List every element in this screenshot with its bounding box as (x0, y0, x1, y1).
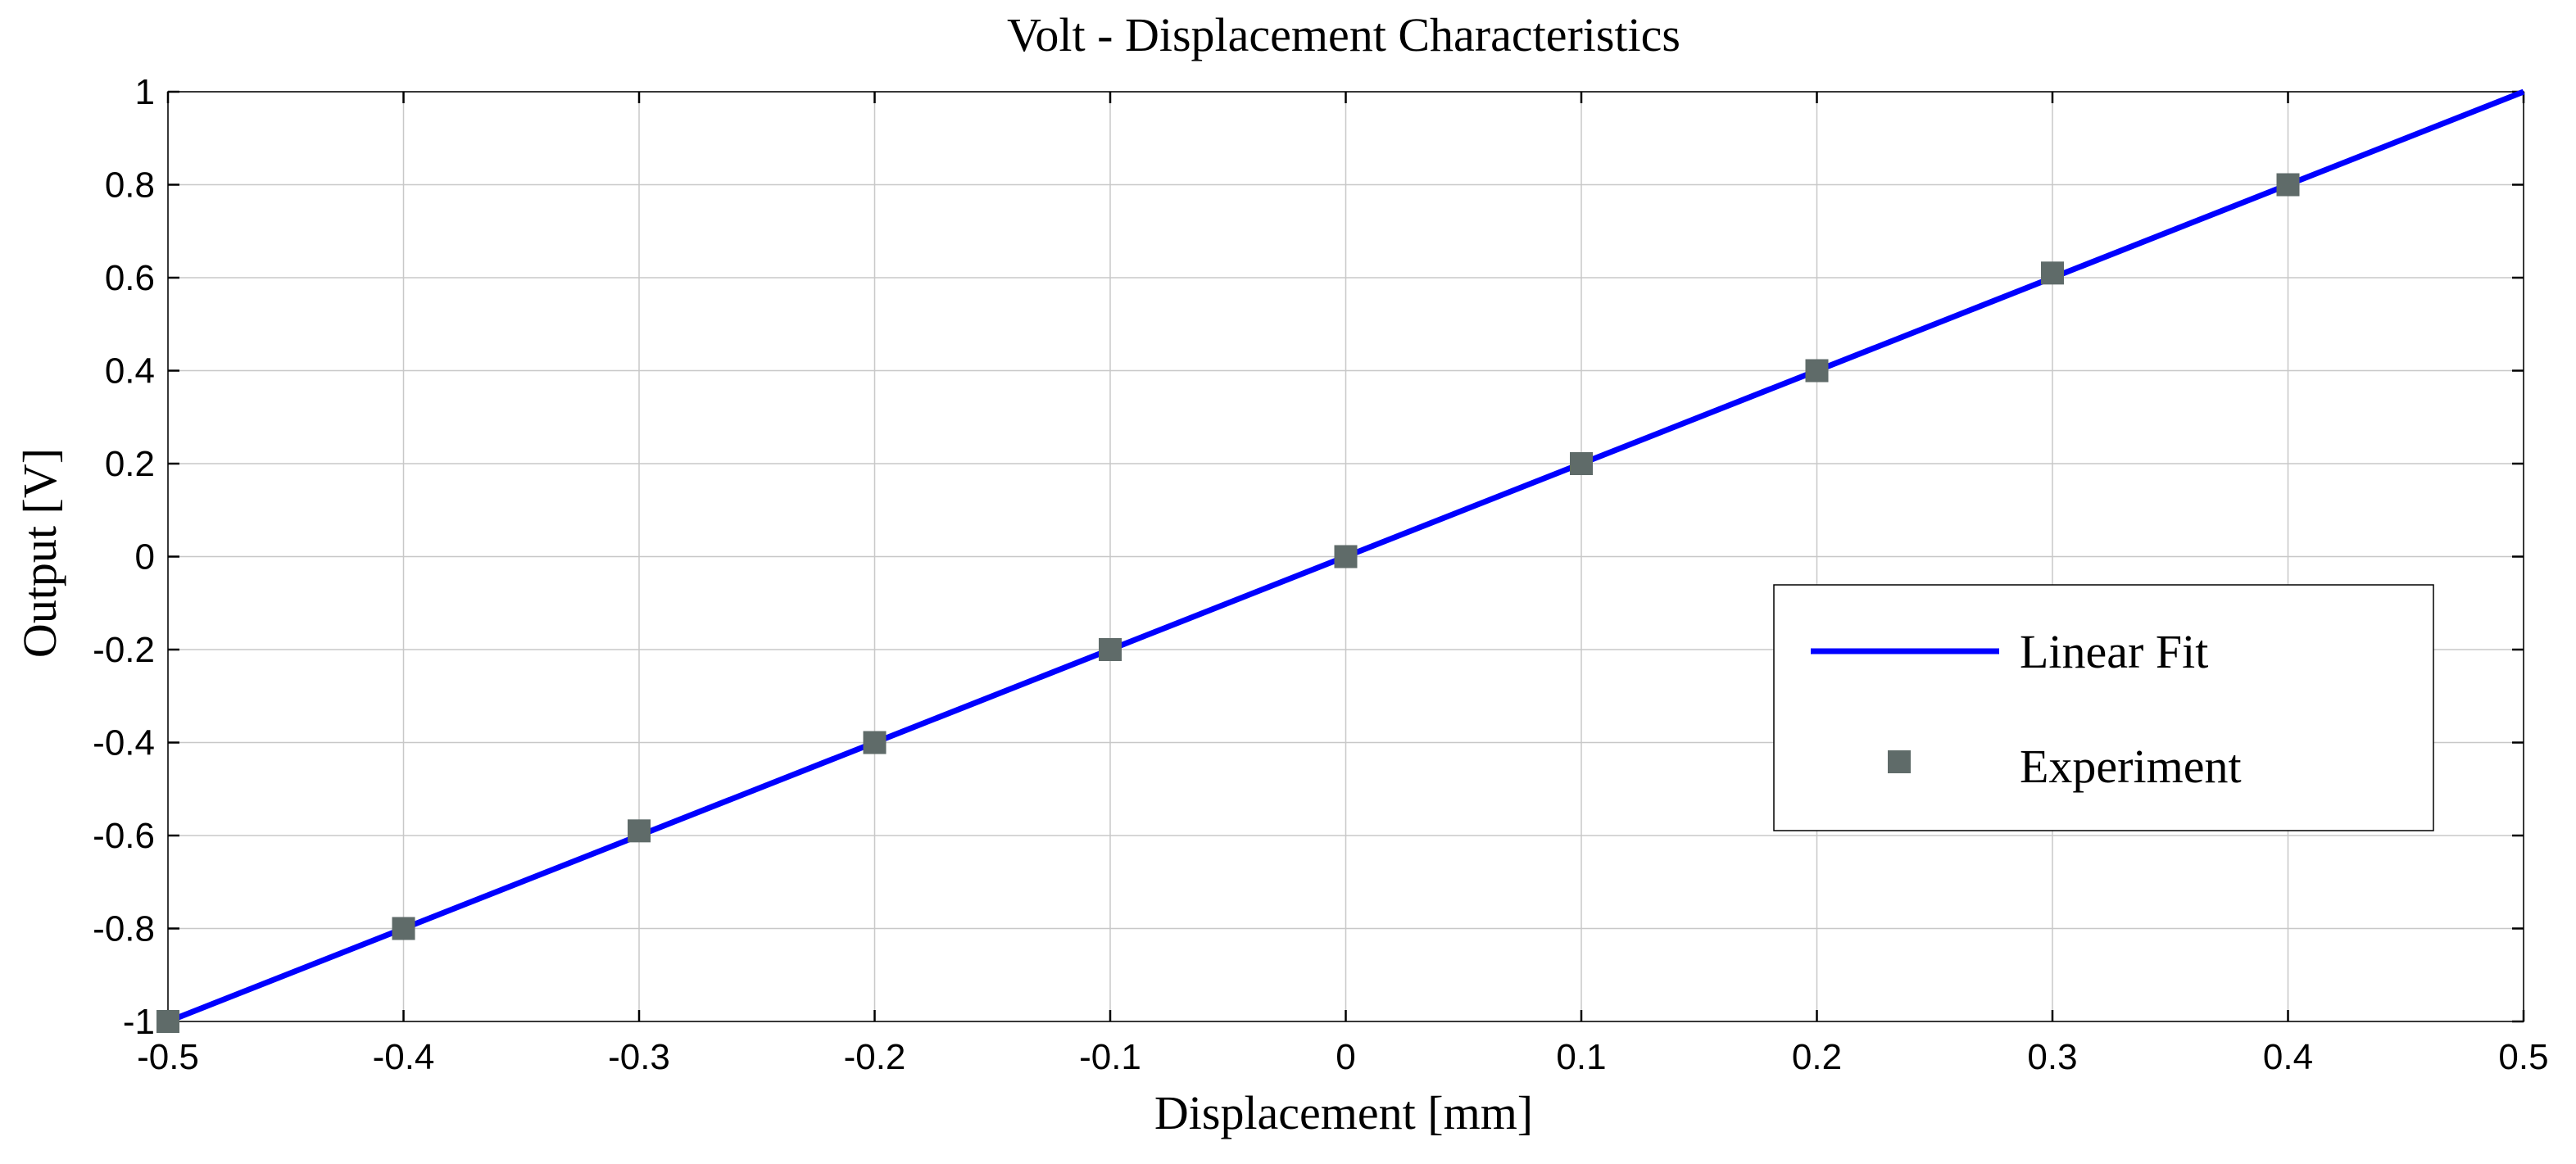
chart-title: Volt - Displacement Characteristics (1007, 8, 1680, 61)
x-tick-label: 0.2 (1792, 1037, 1842, 1077)
y-tick-label: 0.2 (105, 444, 155, 484)
x-axis-label: Displacement [mm] (1154, 1086, 1533, 1139)
y-tick-label: -0.2 (93, 630, 155, 670)
x-tick-label: -0.3 (608, 1037, 670, 1077)
x-tick-label: 0 (1336, 1037, 1355, 1077)
y-tick-label: -0.8 (93, 909, 155, 949)
legend-box (1773, 584, 2434, 831)
y-axis-label: Output [V] (13, 448, 66, 658)
x-tick-labels: -0.5 -0.4 -0.3 -0.2 -0.1 0 0.1 0.2 0.3 0.4 0.5 (137, 1037, 2549, 1077)
y-tick-label: 0.4 (105, 351, 155, 392)
experiment-point (628, 819, 651, 843)
y-tick-label: 0 (135, 537, 155, 577)
legend-experiment-swatch (1888, 750, 1911, 773)
x-tick-label: -0.5 (137, 1037, 199, 1077)
x-tick-label: 0.4 (2263, 1037, 2313, 1077)
y-tick-label: 1 (135, 72, 155, 112)
experiment-point (1805, 359, 1829, 383)
y-tick-label: -1 (123, 1002, 155, 1042)
x-tick-label: 0.1 (1556, 1037, 1606, 1077)
experiment-point (2041, 261, 2064, 285)
y-tick-label: 0.6 (105, 258, 155, 298)
experiment-point (1334, 545, 1358, 568)
x-tick-label: 0.5 (2498, 1037, 2548, 1077)
experiment-point (392, 917, 415, 940)
axis-ticks (166, 90, 2525, 1023)
experiment-point (863, 731, 887, 754)
legend: Linear Fit Experiment (1773, 584, 2434, 831)
y-tick-labels: 1 0.8 0.6 0.4 0.2 0 -0.2 -0.4 -0.6 -0.8 -1 (93, 72, 155, 1042)
y-tick-label: -0.4 (93, 723, 155, 763)
legend-experiment-label: Experiment (2020, 740, 2242, 793)
series-group (156, 88, 2525, 1033)
y-tick-label: 0.8 (105, 165, 155, 206)
experiment-point (1099, 638, 1122, 661)
x-tick-label: 0.3 (2027, 1037, 2077, 1077)
experiment-point (2276, 173, 2300, 197)
x-tick-label: -0.2 (844, 1037, 906, 1077)
experiment-point (156, 1010, 179, 1033)
legend-linear-fit-label: Linear Fit (2020, 625, 2208, 678)
y-tick-label: -0.6 (93, 816, 155, 856)
x-tick-label: -0.1 (1079, 1037, 1141, 1077)
x-tick-label: -0.4 (373, 1037, 435, 1077)
experiment-point (1570, 452, 1593, 475)
